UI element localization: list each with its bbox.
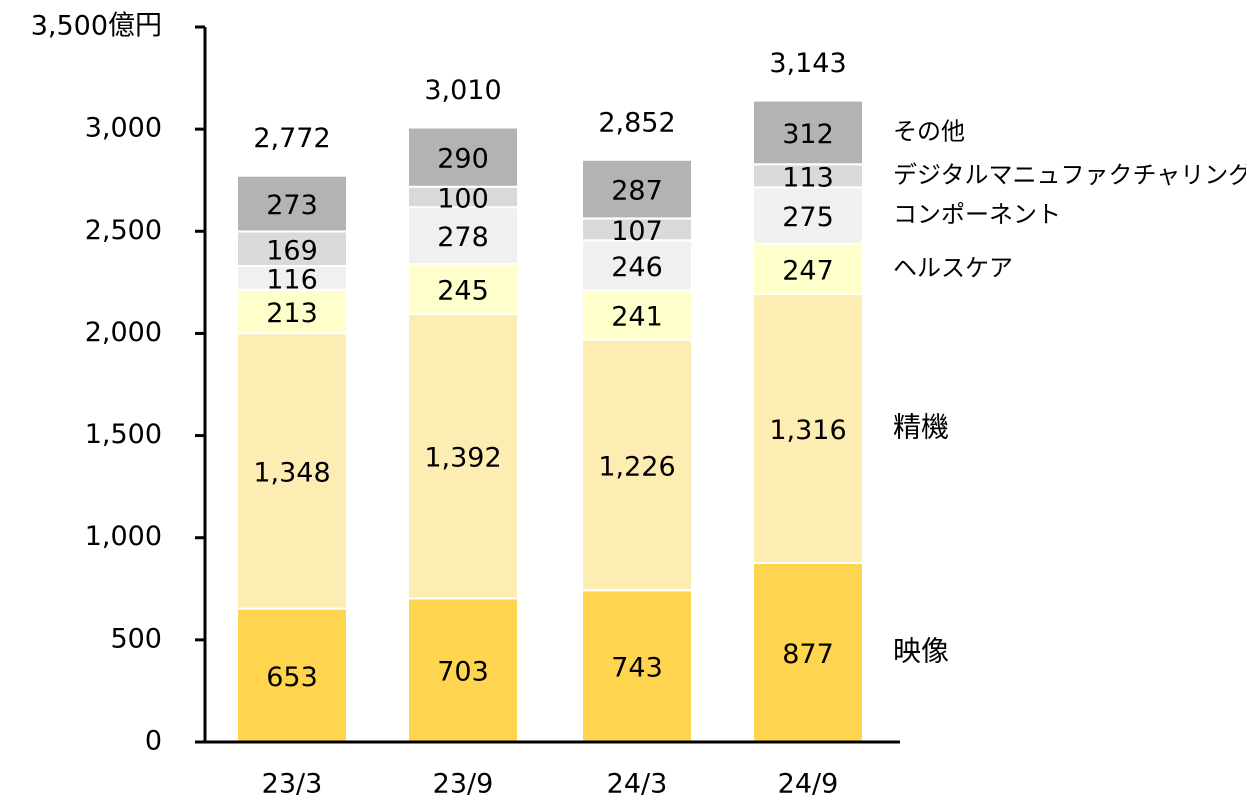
y-tick-label: 500 <box>110 623 162 654</box>
bar-segment <box>407 262 519 316</box>
bar-segment <box>581 158 693 220</box>
bar-segment <box>752 186 864 245</box>
y-tick-label: 2,500 <box>85 215 162 246</box>
y-tick-label: 1,000 <box>85 521 162 552</box>
data-label: 213 <box>266 298 318 329</box>
data-label: 100 <box>437 183 489 214</box>
data-label: 273 <box>266 190 318 221</box>
data-label: 241 <box>611 302 663 333</box>
legend-label: 精機 <box>893 410 949 443</box>
data-label: 245 <box>437 275 489 306</box>
x-tick-label: 23/9 <box>433 769 494 800</box>
y-tick-label: 3,500億円 <box>31 11 162 42</box>
data-label: 113 <box>782 162 834 193</box>
data-label: 877 <box>782 639 834 670</box>
y-tick-label: 1,500 <box>85 419 162 450</box>
bar-segment <box>236 607 348 744</box>
x-tick-label: 23/3 <box>262 769 323 800</box>
data-label: 247 <box>782 255 834 286</box>
y-tick-label: 0 <box>145 726 162 757</box>
bar-segment <box>407 206 519 265</box>
total-label: 3,010 <box>424 75 501 106</box>
data-label: 275 <box>782 202 834 233</box>
data-label: 116 <box>266 264 318 295</box>
total-label: 2,852 <box>598 107 675 138</box>
bar-segment <box>581 338 693 592</box>
data-label: 1,392 <box>424 443 501 474</box>
x-tick-label: 24/9 <box>778 769 839 800</box>
legend-label: ヘルスケア <box>893 254 1013 282</box>
bar-segment <box>581 289 693 341</box>
y-tick-label: 3,000 <box>85 113 162 144</box>
data-label: 653 <box>266 662 318 693</box>
y-tick-label: 2,000 <box>85 317 162 348</box>
data-label: 312 <box>782 119 834 150</box>
data-label: 1,348 <box>253 457 330 488</box>
bar-segment <box>581 239 693 292</box>
legend-label: デジタルマニュファクチャリング <box>893 161 1246 189</box>
bar-segment <box>752 242 864 296</box>
data-label: 743 <box>611 653 663 684</box>
bar-segment <box>236 332 348 610</box>
data-label: 290 <box>437 144 489 175</box>
data-label: 703 <box>437 657 489 688</box>
data-label: 287 <box>611 176 663 207</box>
legend-label: コンポーネント <box>893 200 1061 228</box>
legend-label: 映像 <box>893 634 949 667</box>
legend-label: その他 <box>893 117 965 145</box>
bar-segment <box>752 561 864 743</box>
data-label: 169 <box>266 235 318 266</box>
total-label: 3,143 <box>769 48 846 79</box>
x-tick-label: 24/3 <box>607 769 668 800</box>
bar-segment <box>236 174 348 233</box>
bar-segment <box>752 293 864 564</box>
data-label: 246 <box>611 252 663 283</box>
data-label: 278 <box>437 222 489 253</box>
total-label: 2,772 <box>253 123 330 154</box>
bar-segment <box>407 126 519 188</box>
bar-segment <box>407 313 519 600</box>
data-label: 1,226 <box>598 451 675 482</box>
bar-segment <box>236 230 348 268</box>
bar-segment <box>752 99 864 166</box>
bar-segment <box>581 589 693 743</box>
data-label: 107 <box>611 216 663 247</box>
data-label: 1,316 <box>769 415 846 446</box>
